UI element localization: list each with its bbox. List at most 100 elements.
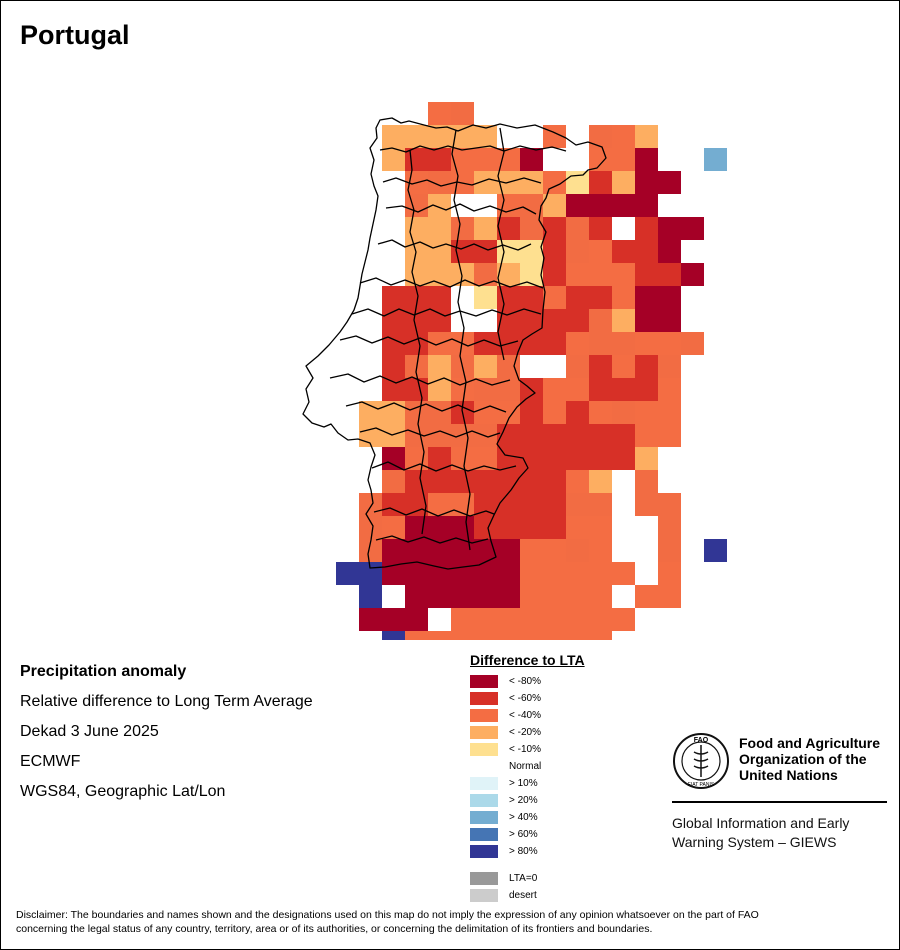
anomaly-cell (405, 378, 428, 401)
anomaly-cell (612, 562, 635, 585)
anomaly-cell (520, 286, 543, 309)
legend-swatch (470, 709, 498, 722)
anomaly-cell (520, 194, 543, 217)
anomaly-cell (566, 585, 589, 608)
anomaly-cell (382, 378, 405, 401)
legend-extra-swatch (470, 889, 498, 902)
anomaly-cell (428, 539, 451, 562)
anomaly-cell (566, 424, 589, 447)
anomaly-cell (382, 516, 405, 539)
legend-label: < -60% (509, 693, 541, 704)
anomaly-cell (451, 263, 474, 286)
legend-swatch (470, 760, 498, 773)
anomaly-cell (589, 332, 612, 355)
anomaly-cell (635, 332, 658, 355)
legend-item: < -20% (470, 724, 585, 741)
legend-label: < -80% (509, 676, 541, 687)
anomaly-cell (405, 125, 428, 148)
anomaly-cell (635, 470, 658, 493)
anomaly-cell (566, 447, 589, 470)
anomaly-cell (589, 378, 612, 401)
anomaly-cell (497, 355, 520, 378)
anomaly-cell (497, 424, 520, 447)
legend-extra-item: LTA=0 (470, 870, 585, 887)
anomaly-cell (543, 539, 566, 562)
anomaly-cell (566, 516, 589, 539)
anomaly-cell (474, 286, 497, 309)
giews-name: Global Information and Early Warning Sys… (672, 814, 892, 852)
anomaly-cell (451, 539, 474, 562)
anomaly-cell (566, 240, 589, 263)
anomaly-cell (612, 608, 635, 631)
anomaly-cell (451, 631, 474, 640)
anomaly-cell (566, 539, 589, 562)
anomaly-cell (589, 608, 612, 631)
anomaly-cell (612, 401, 635, 424)
anomaly-cell (589, 447, 612, 470)
anomaly-cell (658, 309, 681, 332)
anomaly-cell (589, 424, 612, 447)
anomaly-cell (405, 217, 428, 240)
anomaly-cell (543, 447, 566, 470)
anomaly-cell (543, 424, 566, 447)
anomaly-cell (451, 424, 474, 447)
legend-item: > 80% (470, 843, 585, 860)
anomaly-cell (543, 493, 566, 516)
anomaly-cell (612, 171, 635, 194)
legend-extra-item: desert (470, 887, 585, 904)
anomaly-cell (405, 263, 428, 286)
anomaly-cell (428, 516, 451, 539)
anomaly-cell (704, 148, 727, 171)
anomaly-cell (474, 148, 497, 171)
anomaly-cell (382, 401, 405, 424)
anomaly-cell (474, 631, 497, 640)
anomaly-cell (589, 631, 612, 640)
anomaly-cell (428, 493, 451, 516)
anomaly-cell (474, 355, 497, 378)
anomaly-cell (428, 401, 451, 424)
anomaly-cell (589, 171, 612, 194)
map-info: Precipitation anomaly Relative differenc… (20, 657, 313, 807)
anomaly-cell (497, 585, 520, 608)
anomaly-cell (428, 125, 451, 148)
anomaly-cell (405, 539, 428, 562)
anomaly-cell (612, 378, 635, 401)
fao-emblem-icon: FAO FIAT PANIS (673, 733, 729, 789)
anomaly-cell (520, 516, 543, 539)
legend-label: > 60% (509, 829, 538, 840)
anomaly-cell (497, 539, 520, 562)
anomaly-cell (520, 631, 543, 640)
anomaly-cell (566, 332, 589, 355)
anomaly-cell (405, 332, 428, 355)
anomaly-cell (428, 171, 451, 194)
anomaly-cell (382, 286, 405, 309)
anomaly-cell (428, 585, 451, 608)
anomaly-cell (405, 470, 428, 493)
legend-extra-swatch (470, 872, 498, 885)
fao-name-line3: United Nations (739, 767, 838, 783)
anomaly-cell (635, 194, 658, 217)
anomaly-cell (497, 562, 520, 585)
anomaly-cell (635, 309, 658, 332)
anomaly-cell (543, 309, 566, 332)
anomaly-cell (658, 263, 681, 286)
fao-name-line2: Organization of the (739, 751, 867, 767)
anomaly-cell (359, 585, 382, 608)
anomaly-cell (681, 332, 704, 355)
anomaly-cell (451, 585, 474, 608)
anomaly-cell (566, 562, 589, 585)
anomaly-cell (520, 263, 543, 286)
anomaly-cell (497, 240, 520, 263)
anomaly-cell (474, 401, 497, 424)
anomaly-cell (474, 562, 497, 585)
anomaly-cell (520, 470, 543, 493)
anomaly-cell (382, 309, 405, 332)
anomaly-cell (428, 355, 451, 378)
anomaly-cell (543, 401, 566, 424)
anomaly-cell (658, 217, 681, 240)
anomaly-cell (428, 217, 451, 240)
anomaly-cell (589, 240, 612, 263)
anomaly-cell (612, 332, 635, 355)
legend-label: > 40% (509, 812, 538, 823)
anomaly-cell (428, 102, 451, 125)
